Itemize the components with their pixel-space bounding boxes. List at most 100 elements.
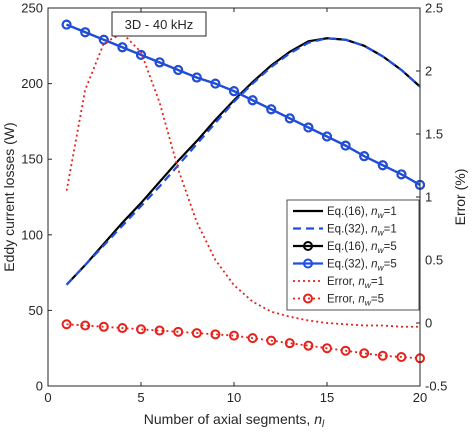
y-left-tick-label: 50 xyxy=(29,303,43,318)
annotation-text: 3D - 40 kHz xyxy=(125,17,194,32)
legend-label: Error, nw=1 xyxy=(327,276,384,290)
x-tick-label: 10 xyxy=(227,390,241,405)
y-right-tick-label: 0.5 xyxy=(425,253,443,268)
legend-item-5: Error, nw=1 xyxy=(293,276,384,290)
legend-label-prefix: Eq.(16), xyxy=(327,241,371,253)
data-point-s4-17 xyxy=(359,151,370,162)
data-point-s4-9 xyxy=(210,78,221,89)
plot-frame xyxy=(47,7,421,387)
y-left-tick-label: 100 xyxy=(21,227,43,242)
data-point-s6-3 xyxy=(98,321,109,332)
legend-label-prefix: Error, xyxy=(327,276,358,288)
y-left-tick-label: 250 xyxy=(21,1,43,16)
series-line-5 xyxy=(65,32,420,328)
legend-label: Eq.(16), nw=1 xyxy=(327,206,397,220)
data-point-s6-10 xyxy=(229,330,239,341)
legend-label-var: n xyxy=(371,259,377,271)
legend-frame xyxy=(286,199,420,311)
y-right-tick-label: 2 xyxy=(425,64,432,79)
x-axis-label-text: Number of axial segments, xyxy=(144,411,314,427)
data-point-s6-19 xyxy=(396,352,407,363)
legend-label-subscript: w xyxy=(365,280,372,290)
data-point-s4-1 xyxy=(61,19,72,30)
data-point-s6-18 xyxy=(377,350,388,361)
x-axis-label-var: n xyxy=(314,411,322,427)
data-point-s6-1 xyxy=(61,319,72,330)
legend-swatch-marker xyxy=(303,241,313,251)
y-right-tick-label: -0.5 xyxy=(425,379,447,394)
data-point-s6-17 xyxy=(359,348,370,359)
series-line-2 xyxy=(65,37,421,286)
legend-label: Error, nw=5 xyxy=(327,294,384,308)
legend-label-var: n xyxy=(371,224,377,236)
legend-label-suffix: =1 xyxy=(384,224,397,236)
legend: Eq.(16), nw=1Eq.(32), nw=1Eq.(16), nw=5E… xyxy=(286,199,420,311)
annotation-box: 3D - 40 kHz xyxy=(111,11,207,37)
legend-label-suffix: =1 xyxy=(384,206,397,218)
data-point-s6-6 xyxy=(154,325,165,336)
data-point-s6-4 xyxy=(117,323,128,334)
legend-label-subscript: w xyxy=(378,263,385,273)
data-point-s4-6 xyxy=(154,57,165,68)
x-tick-label: 5 xyxy=(137,390,144,405)
legend-label-prefix: Eq.(32), xyxy=(327,224,371,236)
legend-label-prefix: Eq.(32), xyxy=(327,259,371,271)
data-point-s6-5 xyxy=(136,324,146,335)
legend-label-suffix: =5 xyxy=(371,294,384,306)
y-right-tick-label: 1 xyxy=(425,190,432,205)
legend-item-2: Eq.(32), nw=1 xyxy=(293,224,397,238)
x-tick-label: 20 xyxy=(413,390,427,405)
data-point-s6-2 xyxy=(80,320,91,331)
legend-swatch-marker xyxy=(303,258,313,269)
legend-label: Eq.(16), nw=5 xyxy=(327,241,397,255)
legend-label-var: n xyxy=(371,241,377,253)
legend-label-subscript: w xyxy=(378,228,385,238)
legend-item-1: Eq.(16), nw=1 xyxy=(293,206,397,220)
y-left-tick-label: 200 xyxy=(21,76,43,91)
data-point-s4-10 xyxy=(229,86,239,97)
data-point-s4-12 xyxy=(266,104,277,115)
data-point-s4-7 xyxy=(173,64,184,75)
legend-item-6: Error, nw=5 xyxy=(293,293,384,308)
series-6 xyxy=(61,319,425,364)
x-tick-label: 0 xyxy=(44,390,51,405)
y-left-axis-label: Eddy current losses (W) xyxy=(1,122,17,271)
data-point-s4-2 xyxy=(80,27,91,38)
data-point-s4-15 xyxy=(322,131,332,142)
data-point-s4-3 xyxy=(98,34,109,45)
legend-label-suffix: =1 xyxy=(371,276,384,288)
data-point-s6-8 xyxy=(191,328,202,339)
legend-item-4: Eq.(32), nw=5 xyxy=(293,258,397,273)
annotation-frame xyxy=(111,11,207,37)
data-point-s6-14 xyxy=(303,340,314,351)
plot-area xyxy=(61,19,425,364)
legend-label-suffix: =5 xyxy=(384,259,397,271)
axes: 0 5 10 15 20050100150200250-0.500.511.522.5N… xyxy=(1,1,468,431)
x-axis-label: Number of axial segments, nl xyxy=(144,411,325,430)
data-point-s4-16 xyxy=(340,140,351,151)
data-point-s6-9 xyxy=(210,329,221,340)
y-left-tick-label: 150 xyxy=(21,152,43,167)
x-tick-label: 15 xyxy=(320,390,334,405)
series-2 xyxy=(65,37,421,286)
data-point-s6-16 xyxy=(340,345,351,356)
y-right-tick-label: 2.5 xyxy=(425,1,443,16)
data-point-s4-5 xyxy=(136,49,146,60)
series-4 xyxy=(61,19,425,190)
data-point-s4-19 xyxy=(396,169,407,180)
y-left-tick-label: 0 xyxy=(36,379,43,394)
legend-label-prefix: Eq.(16), xyxy=(327,206,371,218)
series-5 xyxy=(65,32,420,328)
data-point-s6-11 xyxy=(247,333,258,344)
legend-label-suffix: =5 xyxy=(384,241,397,253)
data-point-s4-13 xyxy=(284,113,295,124)
x-axis-label-subscript: l xyxy=(322,419,325,430)
legend-label-var: n xyxy=(371,206,377,218)
legend-label-subscript: w xyxy=(378,245,385,255)
y-right-axis-label: Error (%) xyxy=(452,169,468,226)
data-point-s4-8 xyxy=(191,72,202,83)
legend-label-subscript: w xyxy=(378,210,385,220)
legend-swatch-marker xyxy=(303,293,313,304)
